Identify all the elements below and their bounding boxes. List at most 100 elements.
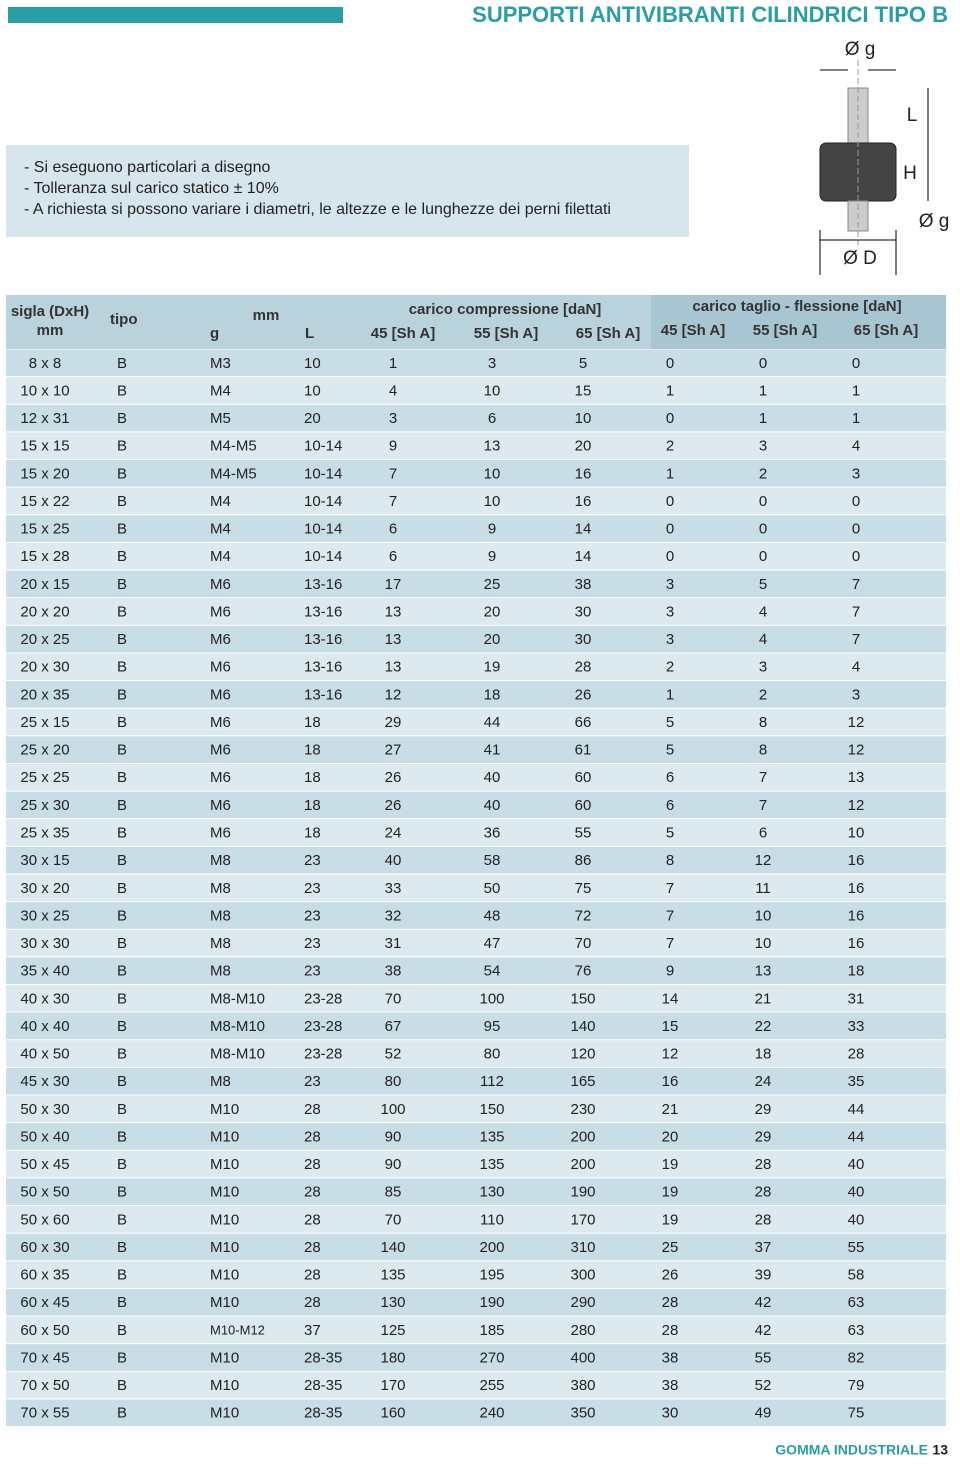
cell: 60 x 30 xyxy=(20,1239,69,1256)
cell: 16 xyxy=(848,852,865,869)
cell: 28 xyxy=(755,1156,772,1173)
cell: B xyxy=(117,355,127,372)
cell: 3 xyxy=(488,355,496,372)
col-header: 45 [Sh A] xyxy=(661,322,725,339)
cell: 14 xyxy=(575,521,592,538)
cell: M5 xyxy=(210,410,231,427)
cell: 0 xyxy=(759,521,767,538)
cell: 310 xyxy=(570,1239,595,1256)
row-bg xyxy=(6,625,946,653)
cell: 33 xyxy=(848,1018,865,1035)
cell: 10 xyxy=(755,907,772,924)
diagram: Ø g L H Ø g Ø D xyxy=(819,39,949,275)
cell: 270 xyxy=(479,1349,504,1366)
cell: B xyxy=(117,714,127,731)
cell: 10 xyxy=(848,824,865,841)
cell: M4-M5 xyxy=(210,465,257,482)
cell: M4 xyxy=(210,493,231,510)
cell: 25 x 15 xyxy=(20,714,69,731)
cell: B xyxy=(117,1101,127,1118)
col-header: mm xyxy=(37,322,64,339)
cell: 0 xyxy=(852,548,860,565)
cell: 20 x 35 xyxy=(20,686,69,703)
cell: 25 x 35 xyxy=(20,824,69,841)
cell: B xyxy=(117,742,127,759)
header-bg xyxy=(6,295,651,349)
cell: 28-35 xyxy=(304,1377,342,1394)
cell: 3 xyxy=(666,576,674,593)
note: - Tolleranza sul carico statico ± 10% xyxy=(24,180,279,197)
cell: 23 xyxy=(304,1073,321,1090)
cell: 16 xyxy=(575,493,592,510)
cell: 50 x 30 xyxy=(20,1101,69,1118)
cell: 140 xyxy=(570,1018,595,1035)
cell: 3 xyxy=(759,659,767,676)
cell: B xyxy=(117,382,127,399)
row-bg xyxy=(6,1399,946,1427)
cell: 185 xyxy=(479,1322,504,1339)
cell: 19 xyxy=(484,659,501,676)
cell: 130 xyxy=(479,1184,504,1201)
cell: 23 xyxy=(304,935,321,952)
cell: 8 xyxy=(759,714,767,731)
cell: 72 xyxy=(575,907,592,924)
cell: 26 xyxy=(385,797,402,814)
row-bg xyxy=(6,570,946,598)
cell: 67 xyxy=(385,1018,402,1035)
cell: 170 xyxy=(570,1211,595,1228)
cell: 10 x 10 xyxy=(20,382,69,399)
row-bg xyxy=(6,1233,946,1261)
cell: 135 xyxy=(479,1156,504,1173)
cell: 37 xyxy=(755,1239,772,1256)
cell: 165 xyxy=(570,1073,595,1090)
cell: 7 xyxy=(666,935,674,952)
cell: 82 xyxy=(848,1349,865,1366)
cell: 26 xyxy=(662,1267,679,1284)
cell: 6 xyxy=(666,797,674,814)
row-bg xyxy=(6,653,946,681)
cell: 12 xyxy=(385,686,402,703)
cell: 2 xyxy=(666,659,674,676)
col-header: g xyxy=(210,325,219,342)
cell: 12 xyxy=(848,797,865,814)
cell: 15 x 15 xyxy=(20,438,69,455)
cell: 200 xyxy=(479,1239,504,1256)
row-bg xyxy=(6,681,946,708)
cell: B xyxy=(117,1239,127,1256)
cell: 23-28 xyxy=(304,990,342,1007)
cell: 3 xyxy=(389,410,397,427)
cell: 30 x 25 xyxy=(20,907,69,924)
cell: 6 xyxy=(389,521,397,538)
cell: B xyxy=(117,1377,127,1394)
cell: 18 xyxy=(304,769,321,786)
cell: 200 xyxy=(570,1156,595,1173)
cell: 36 xyxy=(484,824,501,841)
cell: 16 xyxy=(662,1073,679,1090)
cell: 20 xyxy=(304,410,321,427)
cell: 38 xyxy=(662,1349,679,1366)
cell: 49 xyxy=(755,1405,772,1422)
title: SUPPORTI ANTIVIBRANTI CILINDRICI TIPO B xyxy=(472,2,948,27)
cell: 54 xyxy=(484,963,501,980)
cell: B xyxy=(117,797,127,814)
cell: 19 xyxy=(662,1184,679,1201)
cell: B xyxy=(117,576,127,593)
cell: 26 xyxy=(575,686,592,703)
cell: 90 xyxy=(385,1128,402,1145)
col-header: mm xyxy=(253,307,280,324)
cell: B xyxy=(117,1046,127,1063)
cell: 16 xyxy=(848,907,865,924)
cell: 70 xyxy=(575,935,592,952)
cell: 79 xyxy=(848,1377,865,1394)
cell: 7 xyxy=(759,769,767,786)
cell: M10 xyxy=(210,1101,239,1118)
cell: 13-16 xyxy=(304,659,342,676)
cell: 50 xyxy=(484,880,501,897)
cell: 28 xyxy=(304,1267,321,1284)
cell: 28 xyxy=(575,659,592,676)
cell: B xyxy=(117,824,127,841)
cell: 40 xyxy=(848,1211,865,1228)
cell: 12 xyxy=(848,742,865,759)
cell: 13-16 xyxy=(304,576,342,593)
cell: 28 xyxy=(304,1101,321,1118)
